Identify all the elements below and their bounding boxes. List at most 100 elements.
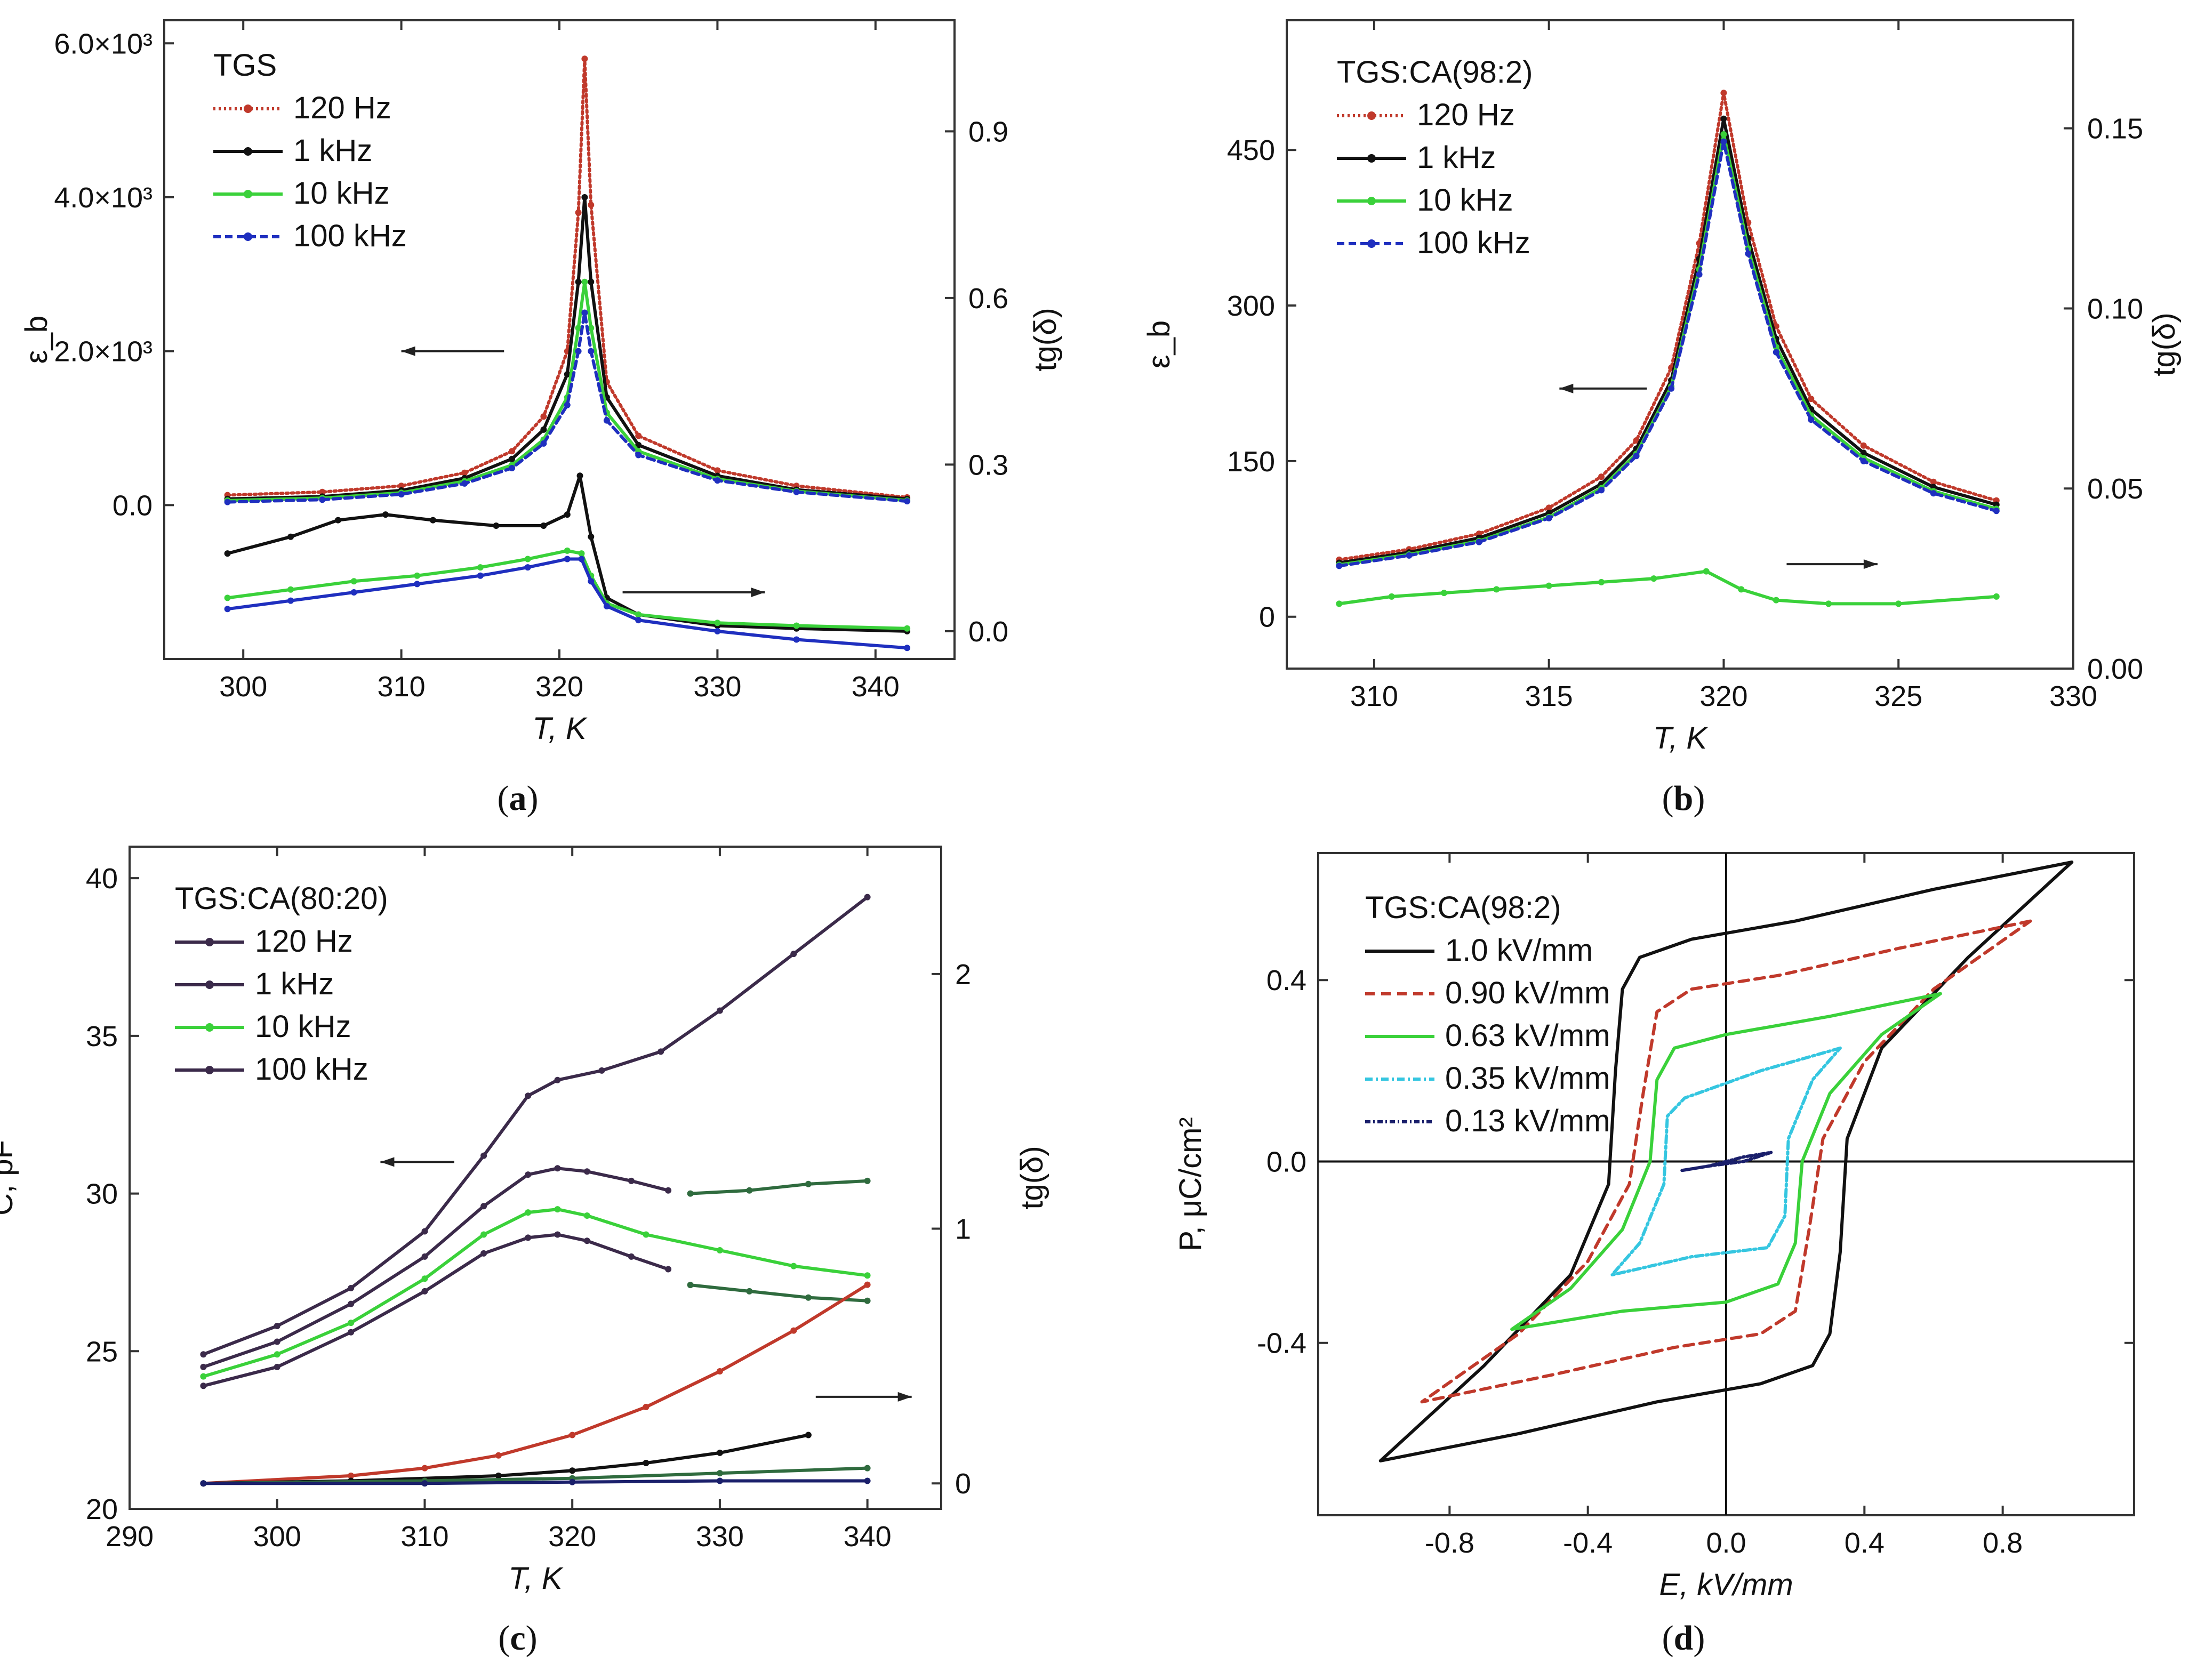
series-point [319, 488, 326, 495]
series-point [564, 511, 571, 518]
series-point [554, 1076, 561, 1083]
series-point [1633, 453, 1640, 460]
series-point [1545, 582, 1552, 589]
series-point [1388, 593, 1395, 600]
x-tick-label: 320 [548, 1521, 596, 1553]
series-point [575, 325, 582, 332]
series-point [575, 209, 582, 216]
legend-marker [244, 147, 252, 156]
series-point [1773, 597, 1779, 604]
series-point [350, 578, 357, 585]
x-tick-label: 330 [693, 671, 741, 703]
x-tick-label: 315 [1525, 680, 1573, 712]
series-point [1668, 385, 1675, 392]
legend-label: 0.90 kV/mm [1445, 976, 1610, 1010]
y-tick-label: 30 [86, 1178, 118, 1210]
series-line-c-2 [202, 1208, 869, 1378]
series-point [793, 622, 800, 629]
legend-marker [244, 105, 252, 113]
series-point [274, 1351, 280, 1358]
series-point [628, 1253, 635, 1260]
series-point [554, 1206, 561, 1213]
y-tick-label: 0.0 [1266, 1146, 1306, 1178]
arrow-head [1863, 559, 1878, 569]
legend-marker [1367, 197, 1376, 205]
caption-paren-close: ) [1693, 1619, 1705, 1658]
series-point [665, 1187, 672, 1194]
series-point [524, 556, 531, 562]
legend-label: 1.0 kV/mm [1445, 933, 1593, 968]
series-point [687, 1282, 694, 1289]
series-point [509, 465, 516, 471]
series-point [350, 589, 357, 596]
series-point [1745, 250, 1752, 257]
series-point [1720, 115, 1727, 122]
series-point [421, 1275, 428, 1282]
y2-axis-label: tg(δ) [1028, 308, 1063, 371]
series-point [200, 1363, 207, 1370]
series-point [495, 1472, 502, 1479]
series-point [1441, 590, 1447, 597]
series-point [509, 455, 516, 462]
series-point [1808, 396, 1815, 403]
series-point [1493, 586, 1500, 593]
caption-letter: d [1674, 1619, 1694, 1658]
series-point [1860, 442, 1867, 449]
y-tick-label: 6.0×10³ [54, 28, 153, 60]
series-point [540, 440, 547, 447]
arrow-head [897, 1392, 912, 1402]
x-tick-label: 310 [400, 1521, 448, 1553]
series-line-c-3 [202, 1233, 670, 1388]
x-tick-label: 325 [1874, 680, 1922, 712]
series-point [564, 547, 571, 554]
legend-label: 10 kHz [1417, 183, 1513, 218]
y2-axis-label: tg(δ) [2147, 312, 2182, 376]
series-point [287, 597, 294, 604]
panel-c: 290 300 310 320 330 340 20 25 30 35 40 0 1 2 T, K C, pF… [0, 846, 1049, 1658]
caption-paren-open: ( [498, 779, 509, 818]
legend-marker [1367, 154, 1376, 163]
series-point [224, 594, 231, 601]
series-point [716, 1368, 723, 1374]
y-tick-label: 150 [1227, 446, 1275, 478]
series-point [805, 1432, 812, 1438]
series-point [461, 480, 468, 487]
legend-label: 10 kHz [255, 1009, 351, 1044]
series-point [200, 1351, 207, 1358]
y-axis-label: ε_b [19, 316, 54, 364]
y-tick-label: 450 [1227, 134, 1275, 166]
series-point [429, 517, 436, 524]
series-point [581, 194, 588, 200]
series-point [588, 278, 595, 285]
series-point [398, 491, 405, 498]
series-point [581, 309, 588, 316]
series-point [643, 1460, 650, 1466]
series-point [477, 572, 484, 579]
y2-tick-label: 2 [955, 959, 971, 991]
series-point [578, 550, 585, 557]
series-point [554, 1165, 561, 1172]
series-point [687, 1190, 694, 1197]
series-point [904, 625, 911, 632]
series-point [628, 1177, 635, 1184]
legend-label: 0.35 kV/mm [1445, 1061, 1610, 1096]
series-point [588, 325, 595, 332]
y2-tick-label: 0.3 [968, 449, 1008, 481]
series-point [1930, 478, 1937, 485]
series-point [588, 348, 595, 355]
y2-tick-label: 0 [955, 1468, 971, 1500]
series-point [1598, 473, 1605, 480]
caption-letter: c [510, 1619, 525, 1658]
series-point [564, 371, 571, 377]
series-line-c-1 [202, 1167, 670, 1369]
series-point [635, 452, 642, 459]
series-point [581, 278, 588, 285]
series-point [864, 1465, 871, 1472]
plot-frame-b [1286, 19, 2074, 670]
series-point [716, 1247, 723, 1253]
caption-paren-open: ( [1662, 1619, 1674, 1658]
series-point [525, 1171, 532, 1178]
series-point [716, 1007, 723, 1014]
caption-paren-close: ) [1693, 779, 1705, 818]
series-point [1720, 138, 1727, 145]
